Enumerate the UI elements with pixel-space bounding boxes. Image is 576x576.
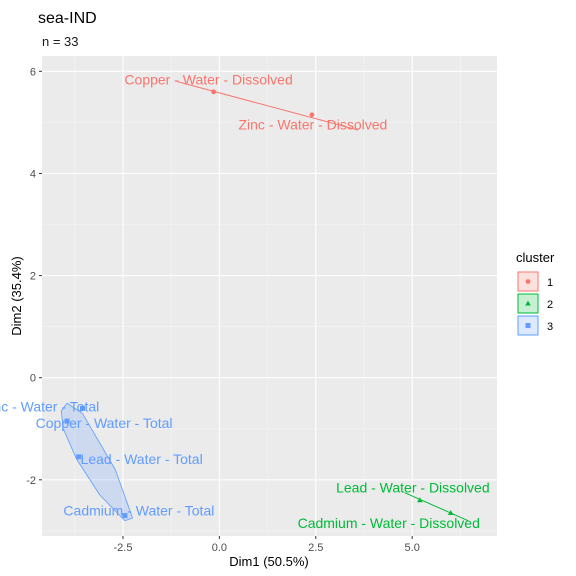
- point-cluster-2: [417, 497, 423, 503]
- y-axis-ticks: -2 0 2 4 6: [26, 66, 42, 487]
- chart-subtitle: n = 33: [42, 34, 79, 49]
- cluster-ellipse-1: [176, 81, 359, 131]
- minor-gridlines: [42, 56, 497, 536]
- point-label: Lead - Water - Dissolved: [336, 479, 490, 495]
- data-points: [64, 89, 454, 519]
- point-label: Copper - Water - Total: [36, 415, 173, 431]
- point-label: Cadmium - Water - Total: [63, 503, 214, 519]
- x-axis-ticks: -2.5 0.0 2.5 5.0: [113, 536, 420, 554]
- y-tick-label: -2: [26, 475, 36, 487]
- legend-label-1: 1: [547, 277, 553, 289]
- point-cluster-1: [309, 112, 315, 118]
- cluster-ellipse-2: [404, 492, 469, 522]
- y-tick-label: 6: [30, 66, 36, 78]
- point-cluster-1: [211, 89, 216, 95]
- legend: cluster 1 2 3: [516, 250, 555, 336]
- cluster-ellipses: [60, 81, 469, 522]
- legend-marker-3: [525, 323, 531, 328]
- legend-label-2: 2: [547, 299, 553, 311]
- point-label: Lead - Water - Total: [81, 451, 203, 467]
- major-gridlines: [42, 56, 497, 536]
- x-tick-label: 0.0: [212, 542, 227, 554]
- y-tick-label: 0: [30, 373, 36, 385]
- point-labels: Copper - Water - Dissolved Zinc - Water -…: [0, 72, 490, 531]
- chart-title: sea-IND: [38, 10, 97, 27]
- legend-label-3: 3: [547, 321, 553, 333]
- point-label: Zinc - Water - Total: [0, 398, 99, 414]
- y-axis-label: Dim2 (35.4%): [9, 256, 24, 335]
- plot-panel: [42, 56, 497, 536]
- legend-marker-2: [525, 300, 531, 306]
- point-cluster-3: [76, 454, 82, 460]
- legend-title: cluster: [516, 250, 555, 265]
- point-label: Cadmium - Water - Dissolved: [298, 515, 480, 531]
- x-tick-label: 5.0: [405, 542, 420, 554]
- point-cluster-3: [64, 418, 70, 424]
- y-tick-label: 2: [30, 271, 36, 283]
- point-cluster-3: [122, 513, 128, 519]
- x-tick-label: 2.5: [308, 542, 323, 554]
- point-cluster-3: [79, 405, 85, 411]
- cluster-ellipse-3: [60, 402, 134, 522]
- point-label: Zinc - Water - Dissolved: [238, 117, 387, 133]
- y-tick-label: 4: [30, 168, 36, 180]
- point-label: Copper - Water - Dissolved: [124, 72, 292, 88]
- legend-marker-1: [525, 279, 531, 284]
- x-tick-label: -2.5: [113, 542, 132, 554]
- x-axis-label: Dim1 (50.5%): [229, 554, 308, 569]
- point-cluster-2: [447, 510, 454, 516]
